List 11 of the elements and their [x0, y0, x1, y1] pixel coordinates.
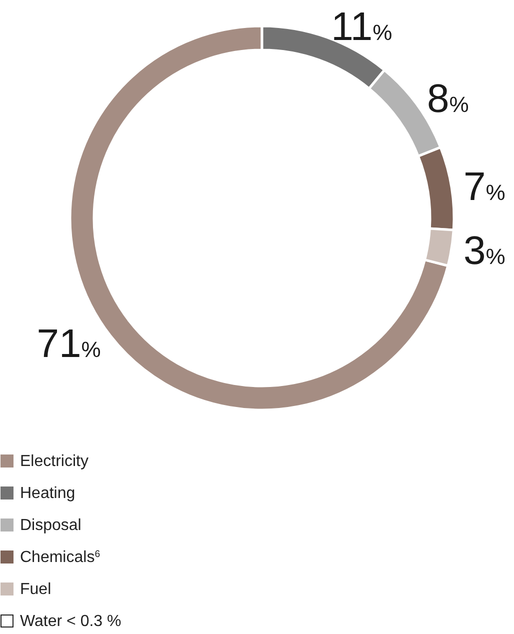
data-label: 8% [427, 77, 469, 122]
data-label: 3% [463, 228, 506, 273]
legend-label: Disposal [20, 517, 82, 534]
data-label: 7% [463, 165, 506, 210]
legend-label: Water < 0.3 % [20, 613, 122, 630]
legend-label: Fuel [20, 581, 52, 598]
legend-label: Heating [20, 485, 76, 502]
legend-label: Electricity [20, 453, 88, 470]
data-label: 11% [331, 5, 392, 50]
legend-label: Chemicals$^{6}$ [20, 548, 100, 566]
data-label: 71% [36, 322, 101, 366]
